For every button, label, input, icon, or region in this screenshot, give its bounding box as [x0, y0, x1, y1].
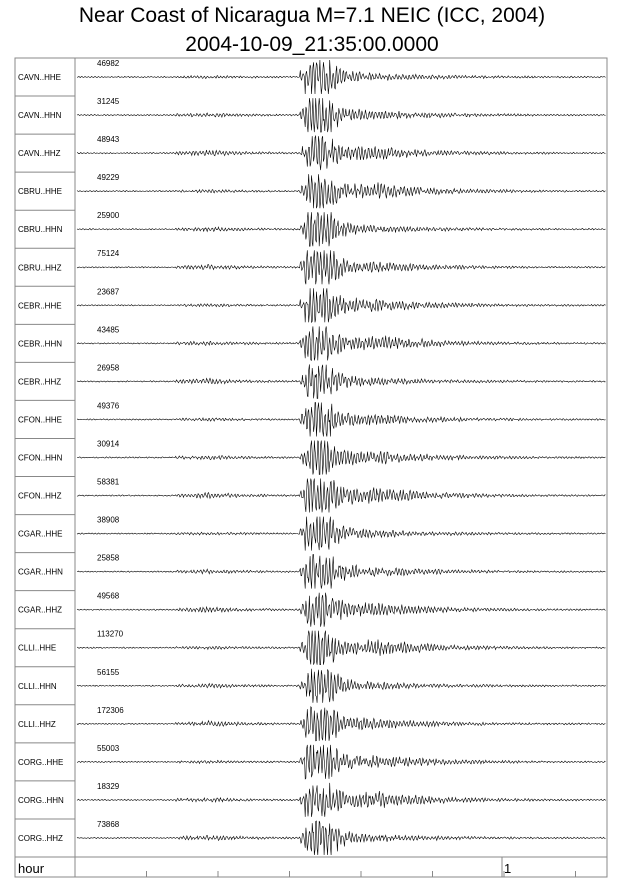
trace-amplitude: 56155 [97, 668, 120, 677]
trace-label: CAVN..HHN [18, 111, 62, 120]
waveform [76, 174, 606, 209]
trace-label: CEBR..HHN [18, 339, 62, 348]
waveform [76, 516, 606, 551]
trace-amplitude: 23687 [97, 287, 120, 296]
title: Near Coast of Nicaragua M=7.1 NEIC (ICC,… [79, 4, 545, 27]
trace-label: CBRU..HHN [18, 225, 63, 234]
waveform [76, 554, 606, 589]
trace-label: CGAR..HHN [18, 568, 63, 577]
trace-amplitude: 30914 [97, 439, 120, 448]
trace-label: CFON..HHZ [18, 492, 62, 501]
waveform [76, 668, 606, 703]
waveform [76, 592, 606, 627]
waveform [77, 134, 606, 171]
trace-amplitude: 48943 [97, 135, 120, 144]
trace-label: CAVN..HHE [18, 73, 61, 82]
trace-label: CLLI..HHE [18, 644, 56, 653]
trace-amplitude: 31245 [97, 97, 120, 106]
waveform [76, 706, 606, 742]
axis-tick-label: 1 [504, 861, 511, 876]
trace-amplitude: 55003 [97, 744, 120, 753]
subtitle: 2004-10-09_21:35:00.0000 [185, 33, 438, 56]
plot-frame [14, 57, 608, 878]
trace-label: CBRU..HHZ [18, 263, 62, 272]
trace-label: CGAR..HHZ [18, 606, 62, 615]
trace-label: CGAR..HHE [18, 530, 62, 539]
trace-amplitude: 172306 [97, 706, 124, 715]
trace-amplitude: 58381 [97, 478, 120, 487]
trace-amplitude: 49568 [97, 592, 120, 601]
trace-amplitude: 113270 [97, 630, 124, 639]
trace-amplitude: 49229 [97, 173, 120, 182]
waveform [76, 744, 606, 780]
waveform [76, 288, 606, 324]
trace-amplitude: 49376 [97, 401, 120, 410]
waveform [76, 402, 606, 437]
trace-label: CLLI..HHZ [18, 720, 56, 729]
waveform [76, 250, 606, 285]
trace-label: CBRU..HHE [18, 187, 62, 196]
trace-label: CEBR..HHZ [18, 377, 61, 386]
trace-label: CORG..HHE [18, 758, 63, 767]
trace-label: CFON..HHE [18, 415, 62, 424]
waveform [76, 478, 606, 513]
trace-amplitude: 26958 [97, 363, 120, 372]
trace-amplitude: 25900 [97, 211, 120, 220]
trace-amplitude: 73868 [97, 820, 120, 829]
waveform [76, 326, 606, 361]
waveform [76, 364, 606, 399]
waveform [76, 212, 606, 247]
trace-amplitude: 18329 [97, 782, 120, 791]
trace-label: CFON..HHN [18, 454, 63, 463]
trace-label: CAVN..HHZ [18, 149, 61, 158]
trace-label: CORG..HHN [18, 796, 64, 805]
trace-amplitude: 75124 [97, 249, 120, 258]
trace-amplitude: 43485 [97, 325, 120, 334]
trace-label: CLLI..HHN [18, 682, 57, 691]
waveform [76, 98, 606, 133]
trace-amplitude: 38908 [97, 516, 120, 525]
trace-label: CORG..HHZ [18, 834, 63, 843]
waveform [76, 820, 606, 856]
waveform [76, 440, 606, 475]
waveform [76, 782, 606, 817]
waveform [77, 59, 606, 95]
axis-label: hour [18, 861, 45, 876]
trace-label: CEBR..HHE [18, 301, 62, 310]
trace-amplitude: 25858 [97, 554, 120, 563]
trace-amplitude: 46982 [97, 59, 120, 68]
waveform [76, 630, 606, 665]
